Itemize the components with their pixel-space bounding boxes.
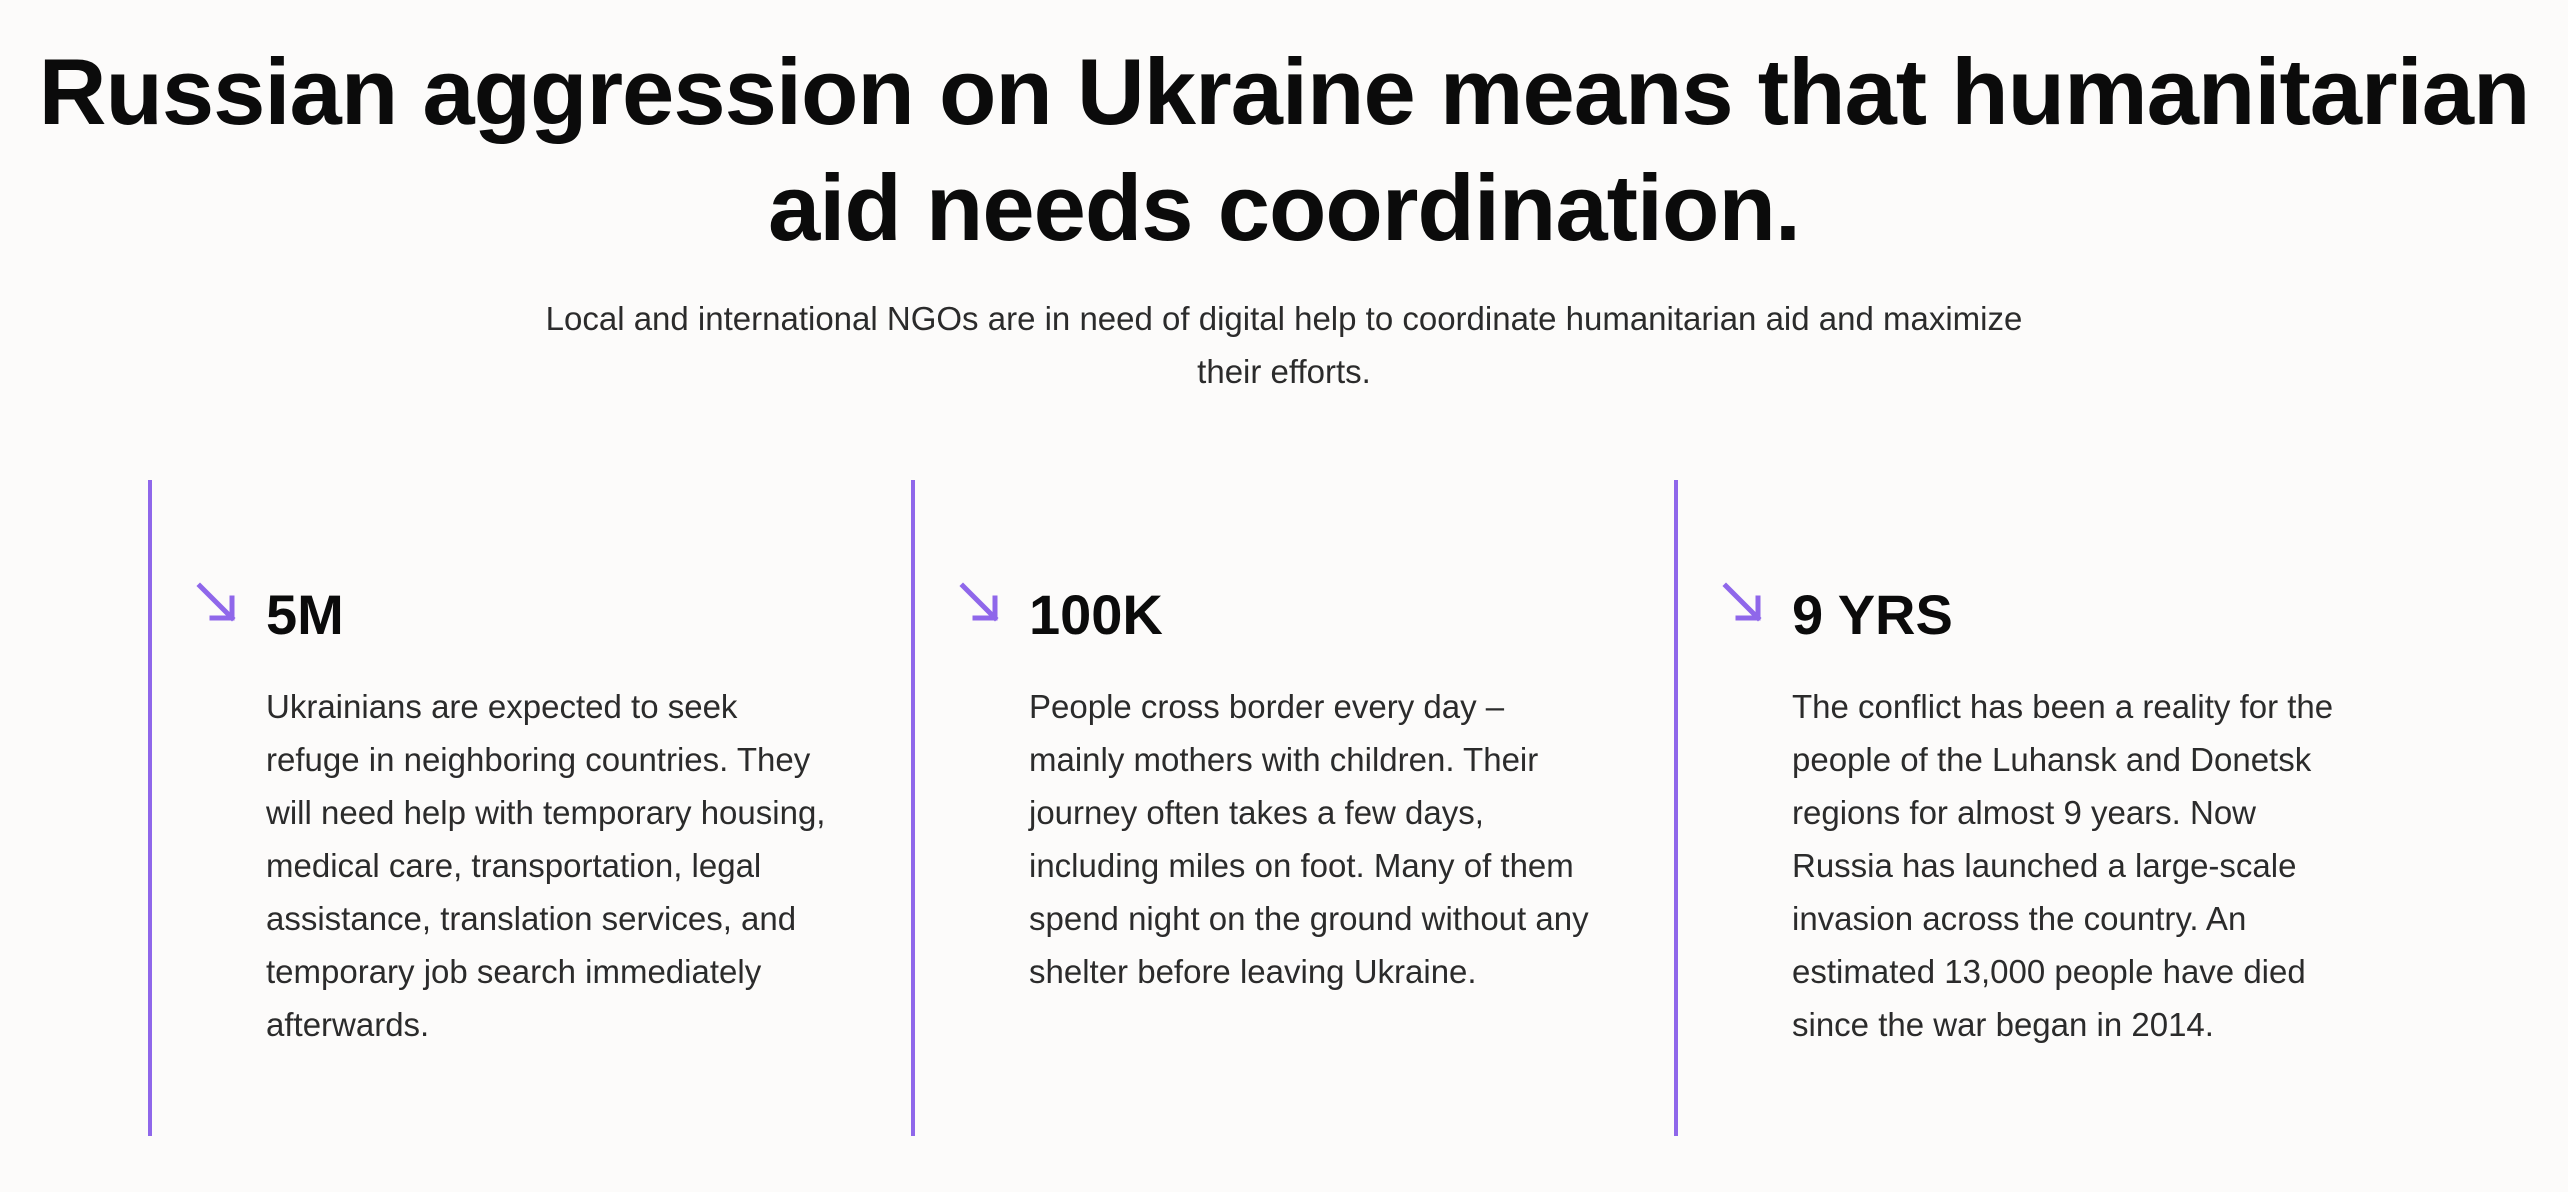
stats-section: 5M Ukrainians are expected to seek refug… xyxy=(0,480,2568,1136)
page-title: Russian aggression on Ukraine means that… xyxy=(38,39,2531,260)
page-subtitle: Local and international NGOs are in need… xyxy=(545,300,2023,390)
stat-description: The conflict has been a reality for the … xyxy=(1792,688,2334,1043)
arrow-down-right-icon xyxy=(1718,578,1768,628)
stat-value: 5M xyxy=(266,583,344,646)
arrow-down-right-icon xyxy=(192,578,242,628)
stat-card-refugees: 5M Ukrainians are expected to seek refug… xyxy=(148,480,888,1136)
stat-value: 9 YRS xyxy=(1792,583,1953,646)
stat-description: People cross border every day – mainly m… xyxy=(1029,688,1589,990)
stat-value: 100K xyxy=(1029,583,1163,646)
stat-card-border-crossings: 100K People cross border every day – mai… xyxy=(911,480,1651,1136)
arrow-down-right-icon xyxy=(955,578,1005,628)
stat-card-conflict-years: 9 YRS The conflict has been a reality fo… xyxy=(1674,480,2414,1136)
stat-description: Ukrainians are expected to seek refuge i… xyxy=(266,688,826,1043)
